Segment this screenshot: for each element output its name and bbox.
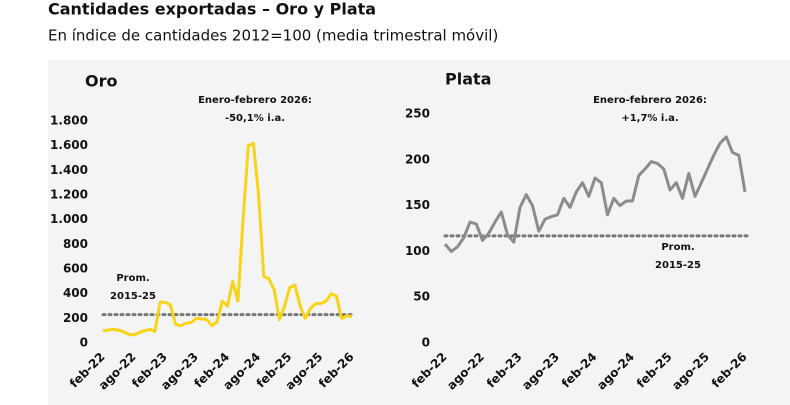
y-tick-label: 800 bbox=[63, 237, 88, 251]
average-label: 2015-25 bbox=[110, 291, 156, 302]
chart-title: Plata bbox=[445, 70, 491, 89]
page-subtitle: En índice de cantidades 2012=100 (media … bbox=[48, 27, 498, 45]
annotation: Enero-febrero 2026: bbox=[593, 95, 707, 106]
y-tick-label: 200 bbox=[405, 152, 430, 166]
y-tick-label: 1.200 bbox=[50, 188, 88, 202]
y-tick-label: 150 bbox=[405, 198, 430, 212]
annotation: +1,7% i.a. bbox=[621, 113, 678, 124]
chart-title: Oro bbox=[85, 72, 117, 91]
y-tick-label: 250 bbox=[405, 107, 430, 121]
y-tick-label: 1.800 bbox=[50, 114, 88, 128]
data-line bbox=[443, 135, 747, 253]
y-tick-label: 100 bbox=[405, 244, 430, 258]
y-tick-label: 200 bbox=[63, 311, 88, 325]
average-label: 2015-25 bbox=[655, 260, 701, 271]
panel-background bbox=[48, 60, 790, 405]
page-title: Cantidades exportadas – Oro y Plata bbox=[48, 0, 376, 19]
annotation: -50,1% i.a. bbox=[225, 113, 285, 124]
average-label: Prom. bbox=[116, 273, 149, 284]
y-tick-label: 600 bbox=[63, 262, 88, 276]
y-tick-label: 0 bbox=[80, 336, 88, 350]
y-tick-label: 1.000 bbox=[50, 212, 88, 226]
y-tick-label: 400 bbox=[63, 286, 88, 300]
y-tick-label: 0 bbox=[422, 336, 430, 350]
y-tick-label: 50 bbox=[413, 290, 430, 304]
average-label: Prom. bbox=[661, 242, 694, 253]
data-line bbox=[102, 141, 353, 337]
y-tick-label: 1.400 bbox=[50, 163, 88, 177]
y-tick-label: 1.600 bbox=[50, 138, 88, 152]
annotation: Enero-febrero 2026: bbox=[198, 95, 312, 106]
